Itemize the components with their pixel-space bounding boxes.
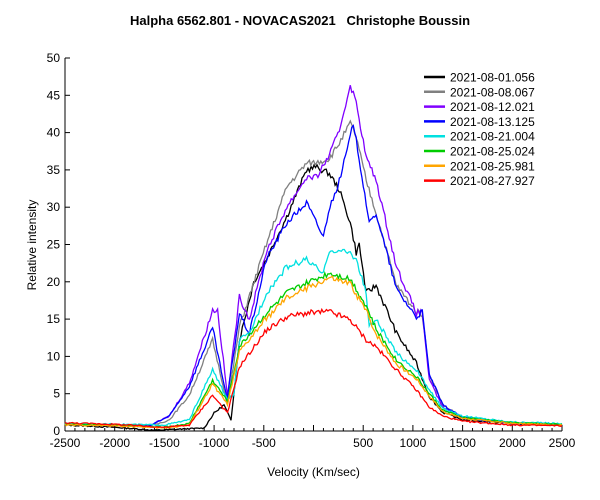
series-line-2021-08-01.056 [64,163,563,432]
y-tick-label: 10 [47,349,61,363]
chart-title: Halpha 6562.801 - NOVACAS2021 Christophe… [129,13,471,28]
x-tick-label: -2000 [99,436,130,450]
x-tick-label: 1500 [449,436,476,450]
y-tick-label: 0 [53,424,60,438]
x-tick-label: -2500 [50,436,81,450]
y-tick-label: 50 [47,51,61,65]
legend-label: 2021-08-25.981 [450,159,535,173]
x-tick-label: 2000 [499,436,526,450]
y-tick-label: 30 [47,200,61,214]
series-line-2021-08-27.927 [64,307,563,429]
y-tick-label: 25 [47,238,61,252]
series-line-2021-08-25.024 [64,270,563,429]
x-axis-label: Velocity (Km/sec) [267,465,360,479]
series-line-2021-08-25.981 [64,275,563,429]
y-axis-label: Relative intensity [25,200,39,291]
legend-label: 2021-08-21.004 [450,130,535,144]
legend-label: 2021-08-08.067 [450,85,535,99]
y-tick-label: 40 [47,126,61,140]
y-tick-label: 45 [47,88,61,102]
y-tick-label: 15 [47,312,61,326]
x-tick-label: 2500 [549,436,576,450]
x-tick-label: -1000 [199,436,230,450]
legend-label: 2021-08-12.021 [450,100,535,114]
legend-label: 2021-08-27.927 [450,174,535,188]
x-tick-label: -500 [252,436,276,450]
legend-label: 2021-08-25.024 [450,145,535,159]
x-tick-label: -1500 [149,436,180,450]
y-tick-label: 20 [47,275,61,289]
y-tick-label: 35 [47,163,61,177]
series-line-2021-08-21.004 [64,248,563,427]
y-tick-label: 5 [53,387,60,401]
legend-label: 2021-08-01.056 [450,71,535,85]
legend-label: 2021-08-13.125 [450,115,535,129]
x-tick-label: 500 [353,436,373,450]
x-tick-label: 1000 [400,436,427,450]
